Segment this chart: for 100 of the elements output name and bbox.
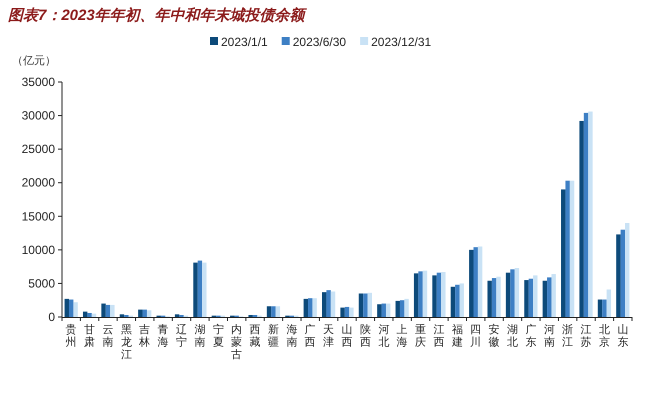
bar — [514, 268, 520, 317]
x-tick-label: 上海 — [396, 323, 408, 348]
bar — [579, 120, 584, 317]
x-tick-label: 辽宁 — [176, 324, 188, 348]
bar — [441, 272, 446, 317]
bar — [616, 234, 621, 317]
y-tick-label: 10000 — [22, 242, 56, 257]
bar — [304, 298, 308, 317]
bar — [561, 189, 566, 317]
bar — [276, 306, 280, 317]
x-tick-label: 湖北 — [506, 324, 518, 348]
bar — [198, 260, 202, 317]
bar — [73, 302, 78, 317]
bar — [478, 246, 482, 317]
x-tick-label: 北京 — [598, 323, 610, 348]
x-tick-label: 贵州 — [66, 323, 77, 348]
bar — [330, 291, 336, 317]
bar — [565, 180, 570, 317]
y-tick-label: 25000 — [22, 142, 56, 156]
x-tick-label: 黑龙江 — [120, 324, 132, 361]
x-tick-label: 青海 — [158, 323, 169, 348]
x-tick-label: 广东 — [525, 323, 536, 348]
bar — [436, 272, 442, 317]
bar — [460, 283, 464, 317]
bar — [64, 298, 69, 317]
bar — [101, 304, 106, 317]
bar — [551, 274, 556, 317]
bar — [363, 294, 368, 317]
y-tick-label: 35000 — [22, 75, 56, 89]
bar — [382, 304, 386, 317]
bar — [602, 300, 607, 317]
bar — [312, 298, 317, 317]
bar — [524, 280, 529, 317]
bar — [570, 180, 574, 317]
x-tick-label: 山东 — [617, 323, 628, 348]
x-tick-label: 云南 — [102, 324, 114, 348]
x-tick-label: 河北 — [378, 324, 390, 348]
bar — [450, 286, 456, 317]
bar — [432, 275, 437, 317]
y-tick-label: 5000 — [28, 276, 56, 290]
bar — [598, 300, 602, 317]
bar — [414, 273, 418, 317]
bar — [533, 275, 538, 317]
bar — [487, 280, 492, 317]
x-tick-label: 海南 — [286, 324, 298, 348]
bar — [146, 310, 152, 317]
x-tick-label: 甘肃 — [84, 323, 96, 348]
x-tick-label: 广西 — [304, 323, 316, 348]
bar — [455, 284, 460, 317]
chart-title: 图表7：2023年年初、年中和年末城投债余额 — [8, 6, 308, 24]
bar — [322, 292, 326, 317]
bar — [492, 278, 496, 317]
x-tick-label: 重庆 — [415, 323, 426, 348]
x-tick-label: 新疆 — [268, 323, 279, 348]
bar — [174, 314, 180, 317]
bar — [588, 112, 593, 317]
bar — [308, 298, 312, 317]
x-tick-label: 浙江 — [562, 323, 574, 348]
x-tick-label: 河南 — [544, 324, 555, 348]
x-tick-label: 安徽 — [488, 323, 500, 348]
bar — [606, 289, 612, 317]
bar — [625, 223, 630, 317]
bar — [326, 290, 331, 317]
y-tick-label: 0 — [48, 310, 56, 324]
bar — [474, 247, 478, 317]
x-tick-label: 吉林 — [138, 323, 150, 348]
bar — [542, 280, 548, 317]
y-axis-title: （亿元） — [12, 55, 56, 67]
x-tick-label: 江西 — [433, 324, 444, 348]
bar — [418, 271, 423, 317]
bar — [344, 306, 350, 317]
bar — [496, 276, 501, 317]
y-tick-label: 20000 — [22, 176, 56, 190]
bar — [271, 306, 276, 317]
bar — [400, 300, 404, 317]
bar — [193, 262, 198, 317]
bar — [202, 262, 207, 317]
x-tick-label: 宁夏 — [212, 323, 224, 348]
bar — [620, 230, 626, 317]
bar — [377, 304, 382, 317]
bar — [106, 304, 110, 317]
bar — [506, 272, 510, 317]
x-tick-label: 山西 — [342, 323, 352, 348]
bar — [349, 308, 354, 317]
bar — [82, 312, 88, 317]
x-tick-label: 天津 — [323, 324, 334, 348]
bar — [584, 112, 588, 317]
bar — [68, 300, 74, 317]
bar — [404, 298, 409, 317]
x-tick-label: 江苏 — [580, 324, 592, 348]
legend-label: 2023/12/31 — [371, 35, 432, 49]
x-tick-label: 西藏 — [250, 324, 261, 348]
y-tick-label: 15000 — [22, 209, 56, 224]
legend-label: 2023/1/1 — [221, 35, 268, 49]
bar — [396, 300, 400, 317]
bar — [340, 308, 345, 317]
bar — [142, 310, 147, 317]
x-tick-label: 湖南 — [194, 324, 206, 348]
x-tick-label: 陕西 — [360, 324, 371, 348]
bar — [138, 310, 143, 317]
